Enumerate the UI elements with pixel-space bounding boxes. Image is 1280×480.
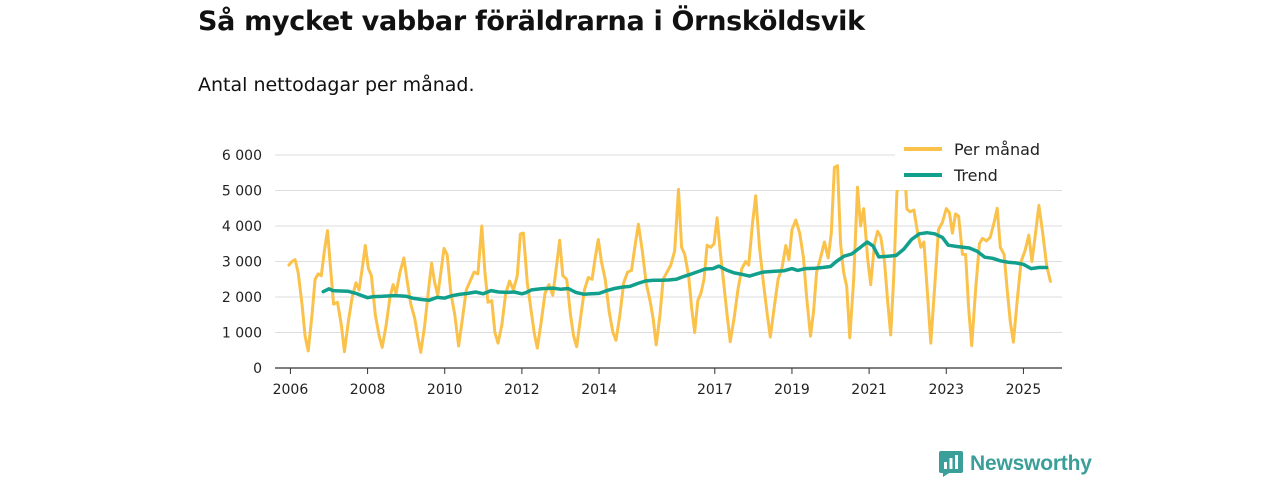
newsworthy-logo-icon xyxy=(939,451,963,477)
legend: Per månad Trend xyxy=(895,136,1065,190)
brand-logo[interactable]: Newsworthy xyxy=(939,451,1092,477)
x-tick-label: 2025 xyxy=(1006,382,1042,398)
series-line-per-manad xyxy=(287,152,1052,354)
x-tick-label: 2006 xyxy=(273,382,309,398)
x-tick-label: 2010 xyxy=(427,382,463,398)
legend-background xyxy=(895,136,1065,190)
x-tick-label: 2017 xyxy=(697,382,733,398)
series-lines xyxy=(287,152,1052,354)
x-tick-label: 2012 xyxy=(504,382,540,398)
y-tick-label: 2 000 xyxy=(222,290,262,306)
x-tick-label: 2021 xyxy=(851,382,887,398)
y-tick-label: 0 xyxy=(253,361,262,377)
x-axis: 2006 2008 2010 2012 2014 2017 2019 2021 2023 2025 xyxy=(273,367,1062,398)
y-tick-label: 3 000 xyxy=(222,255,262,271)
brand-name: Newsworthy xyxy=(970,452,1092,475)
chart-title: Så mycket vabbar föräldrarna i Örnskölds… xyxy=(198,6,865,37)
legend-label: Per månad xyxy=(954,140,1040,159)
x-tick-label: 2014 xyxy=(581,382,617,398)
legend-label: Trend xyxy=(953,166,998,185)
x-tick-label: 2019 xyxy=(774,382,810,398)
y-axis-ticks: 0 1 000 2 000 3 000 4 000 5 000 6 000 xyxy=(222,148,262,377)
chart-subtitle: Antal nettodagar per månad. xyxy=(198,74,475,96)
y-tick-label: 4 000 xyxy=(222,219,262,235)
x-tick-label: 2008 xyxy=(350,382,386,398)
series-line-trend xyxy=(321,230,1049,302)
y-tick-label: 5 000 xyxy=(222,184,262,200)
x-tick-label: 2023 xyxy=(928,382,964,398)
y-tick-label: 1 000 xyxy=(222,326,262,342)
y-tick-label: 6 000 xyxy=(222,148,262,164)
